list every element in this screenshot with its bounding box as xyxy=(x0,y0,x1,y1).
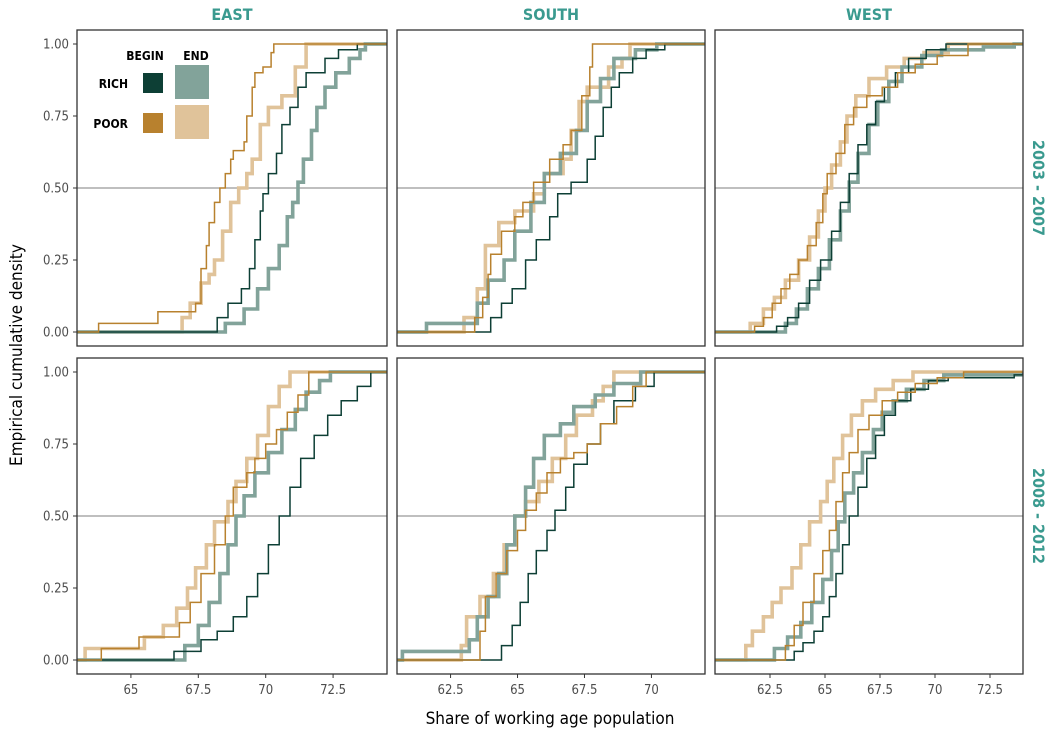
y-tick-label: 0.50 xyxy=(43,510,69,525)
series-group xyxy=(77,42,387,334)
panel-border xyxy=(396,29,706,347)
legend-label-poor: POOR xyxy=(93,117,128,131)
panel-west-row2 xyxy=(714,357,1024,675)
ecdf-line-rich-begin xyxy=(397,371,705,661)
series-group xyxy=(77,370,387,662)
y-tick-label: 0.00 xyxy=(43,654,69,669)
panel-border xyxy=(714,29,1024,347)
y-axis-title: Empirical cumulative density xyxy=(7,244,27,466)
x-axis-title: Share of working age population xyxy=(426,709,675,729)
legend-swatch-rich-begin xyxy=(143,73,163,93)
panel-border xyxy=(396,357,706,675)
ecdf-line-rich-begin xyxy=(715,372,1023,661)
x-tick-label: 65 xyxy=(123,683,138,698)
legend: BEGIN END RICH POOR xyxy=(93,49,209,139)
axis-layer: 0.00 0.25 0.50 0.75 1.00 0.00 0.25 0.50 0.75 1.00… xyxy=(43,38,1003,699)
ecdf-line-rich-end xyxy=(77,42,387,334)
column-strip-label: EAST xyxy=(211,5,252,24)
ecdf-line-poor-begin xyxy=(397,43,705,333)
x-tick-label: 67.5 xyxy=(185,683,211,698)
column-strip-label: WEST xyxy=(846,5,892,24)
ecdf-line-rich-begin xyxy=(77,371,387,661)
ecdf-line-poor-begin xyxy=(715,371,1023,661)
panel-south-row2 xyxy=(396,357,706,675)
x-tick-label: 65 xyxy=(818,683,833,698)
y-tick-label: 0.00 xyxy=(43,326,69,341)
series-group xyxy=(715,42,1023,334)
x-tick-label: 72.5 xyxy=(320,683,346,698)
ecdf-line-poor-begin xyxy=(397,371,705,661)
panel-west-row1 xyxy=(714,29,1024,347)
y-tick-label: 1.00 xyxy=(43,366,69,381)
legend-swatch-poor-begin xyxy=(143,113,163,133)
panel-border xyxy=(714,357,1024,675)
strip-labels: EAST SOUTH WEST 2003 - 2007 2008 - 2012 xyxy=(211,5,1048,564)
y-tick-label: 0.75 xyxy=(43,110,69,125)
legend-swatch-poor-end xyxy=(175,105,209,139)
legend-header-begin: BEGIN xyxy=(126,49,164,63)
column-strip-label: SOUTH xyxy=(523,5,579,24)
x-tick-label: 62.5 xyxy=(438,683,464,698)
legend-header-end: END xyxy=(183,49,208,63)
x-tick-label: 67.5 xyxy=(867,683,893,698)
ecdf-line-poor-begin xyxy=(715,43,1023,333)
x-tick-label: 70 xyxy=(258,683,273,698)
row-strip-label: 2003 - 2007 xyxy=(1029,140,1048,236)
ecdf-line-rich-end xyxy=(397,42,705,334)
ecdf-line-poor-begin xyxy=(77,371,387,661)
series-group xyxy=(397,370,705,662)
x-tick-label: 67.5 xyxy=(571,683,597,698)
ecdf-line-rich-begin xyxy=(77,43,387,333)
ecdf-line-poor-end xyxy=(715,370,1023,662)
y-tick-label: 0.25 xyxy=(43,254,69,269)
y-tick-label: 0.50 xyxy=(43,182,69,197)
x-tick-label: 70 xyxy=(644,683,659,698)
series-group xyxy=(715,370,1023,662)
legend-swatch-rich-end xyxy=(175,65,209,99)
ecdf-line-poor-end xyxy=(77,42,387,334)
y-tick-label: 0.25 xyxy=(43,582,69,597)
ecdf-line-rich-begin xyxy=(397,43,705,333)
panel-east-row2 xyxy=(76,357,388,675)
ecdf-line-rich-end xyxy=(715,372,1023,662)
panels-layer xyxy=(76,29,1024,675)
row-strip-label: 2008 - 2012 xyxy=(1029,468,1048,564)
ecdf-line-poor-begin xyxy=(77,43,387,333)
series-group xyxy=(397,42,705,334)
x-tick-label: 65 xyxy=(510,683,525,698)
legend-label-rich: RICH xyxy=(99,77,128,91)
ecdf-line-rich-begin xyxy=(715,43,1023,333)
ecdf-line-rich-end xyxy=(77,370,387,662)
y-tick-label: 0.75 xyxy=(43,438,69,453)
x-tick-label: 72.5 xyxy=(977,683,1003,698)
y-tick-label: 1.00 xyxy=(43,38,69,53)
panel-south-row1 xyxy=(396,29,706,347)
x-tick-label: 62.5 xyxy=(757,683,783,698)
x-tick-label: 70 xyxy=(928,683,943,698)
